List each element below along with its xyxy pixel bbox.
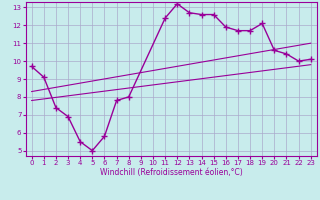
X-axis label: Windchill (Refroidissement éolien,°C): Windchill (Refroidissement éolien,°C) (100, 168, 243, 177)
